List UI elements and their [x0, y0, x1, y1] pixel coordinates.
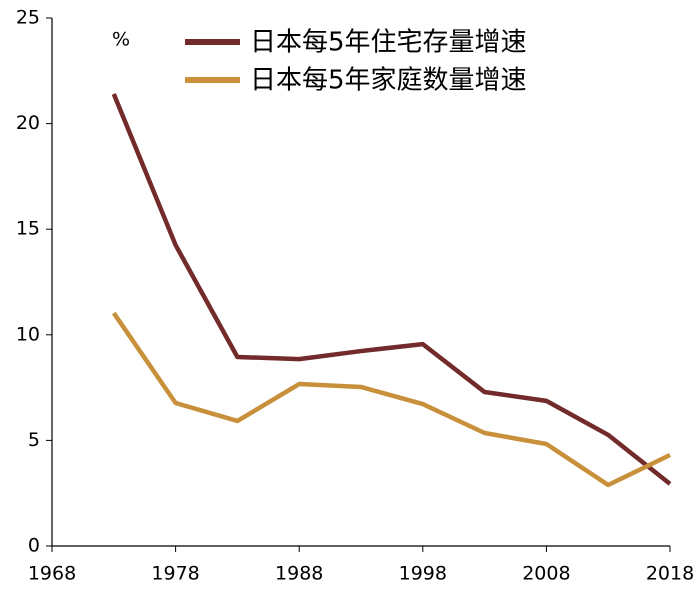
x-tick-label: 1968	[28, 563, 76, 585]
x-tick-label: 2008	[522, 563, 570, 585]
y-tick-label: 20	[16, 112, 40, 134]
legend-label: 日本每5年住宅存量增速	[250, 28, 527, 58]
y-unit: %	[112, 29, 130, 51]
y-tick-label: 15	[16, 218, 40, 240]
legend-label: 日本每5年家庭数量增速	[250, 66, 527, 96]
y-tick-label: 25	[16, 7, 40, 29]
series-line	[111, 93, 672, 486]
y-tick-label: 10	[16, 323, 40, 345]
y-tick-label: 5	[28, 429, 40, 451]
series-line	[111, 311, 671, 488]
x-tick-label: 1998	[399, 563, 447, 585]
x-tick-label: 1978	[151, 563, 199, 585]
x-tick-label: 1988	[275, 563, 323, 585]
x-tick-label: 2018	[646, 563, 694, 585]
y-tick-label: 0	[28, 535, 40, 557]
